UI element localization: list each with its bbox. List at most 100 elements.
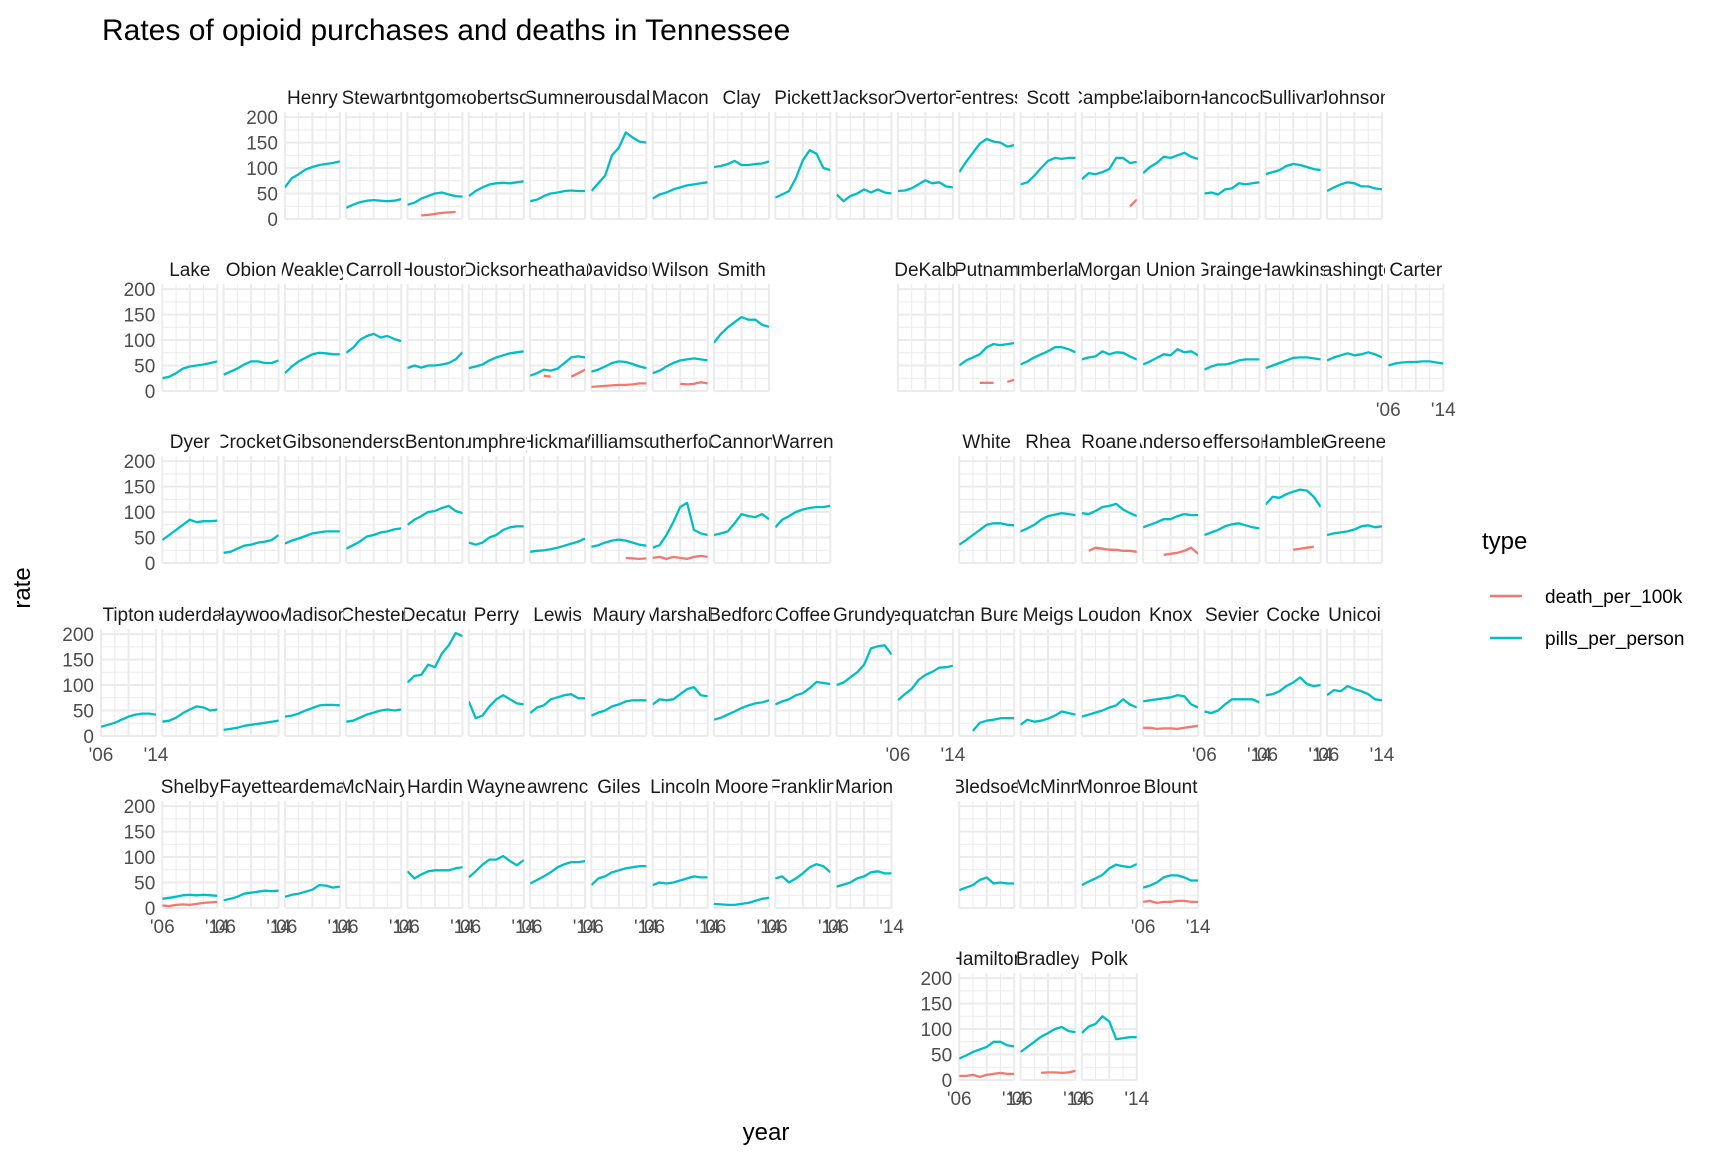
panel-monroe: Monroe: [1077, 777, 1141, 909]
y-tick-label: 50: [134, 529, 155, 550]
panel-grid: [283, 629, 341, 737]
series-line-pills-per-person: [407, 504, 463, 526]
strip-label: Chester: [340, 605, 407, 626]
panel-marion: Marion '06 '14: [824, 777, 904, 938]
series-line-pills-per-person: [1143, 874, 1199, 889]
series-line-pills-per-person: [836, 870, 892, 888]
panel-benton: Benton: [405, 432, 465, 564]
strip-label: Greene: [1323, 432, 1386, 453]
strip-label: Washington: [1305, 260, 1405, 281]
panel-mcnairy: McNairy '06 '14: [334, 777, 414, 938]
panel-chester: Chester: [340, 605, 407, 737]
y-tick-label: 150: [124, 823, 156, 844]
strip-label: Putnam: [954, 260, 1019, 281]
panel-grid: [713, 801, 770, 909]
strip-label: Jefferson: [1193, 432, 1271, 453]
panel-unicoi: Unicoi '06 '14: [1315, 605, 1395, 766]
panel-sevier: Sevier '06 '14: [1192, 605, 1272, 766]
panel-white: White: [958, 432, 1016, 564]
strip-label: Sevier: [1205, 605, 1260, 626]
strip-label: Clay: [722, 88, 761, 109]
x-tick-label: '14: [1308, 745, 1333, 766]
strip-label: Roane: [1081, 432, 1137, 453]
panel-hickman: Hickman: [527, 432, 588, 564]
x-tick-label: '14: [328, 917, 353, 938]
strip-label: Tipton: [102, 605, 154, 626]
series-line-pills-per-person: [591, 360, 647, 373]
panel-grid: [1019, 284, 1077, 392]
x-tick-label: '06: [395, 917, 420, 938]
panel-grid: [345, 112, 403, 220]
x-tick-label: '14: [1431, 400, 1456, 421]
y-tick-label: 150: [124, 478, 156, 499]
x-tick-label: '14: [1370, 745, 1395, 766]
series-line-death-per-100k: [680, 381, 708, 386]
panel-wilson: Wilson: [652, 260, 709, 392]
y-tick-label: 100: [124, 503, 156, 524]
strip-label: Blount: [1144, 777, 1199, 798]
legend-label: death_per_100k: [1545, 587, 1683, 608]
panel-grid: [406, 801, 464, 909]
y-tick-label: 50: [931, 1046, 952, 1067]
series-line-pills-per-person: [530, 189, 586, 203]
panel-jefferson: Jefferson: [1193, 432, 1271, 564]
panel-carroll: Carroll: [345, 260, 403, 392]
strip-label: McNairy: [339, 777, 409, 798]
legend-label: pills_per_person: [1545, 629, 1684, 650]
strip-label: Knox: [1149, 605, 1193, 626]
x-tick-label: '06: [518, 917, 543, 938]
panel-warren: Warren: [772, 432, 833, 564]
series-line-pills-per-person: [1143, 512, 1199, 529]
strip-label: Polk: [1091, 949, 1128, 970]
panel-grid: [161, 456, 219, 564]
strip-label: White: [962, 432, 1011, 453]
x-tick-label: '14: [818, 917, 843, 938]
strip-label: Hamilton: [949, 949, 1024, 970]
strip-label: Moore: [715, 777, 769, 798]
panel-grid: [1142, 284, 1200, 392]
x-tick-label: '06: [640, 917, 665, 938]
panel-grid: [161, 801, 219, 909]
x-tick-label: '14: [1186, 917, 1211, 938]
panel-montgomery: Montgomery: [382, 88, 488, 220]
strip-label: Wilson: [652, 260, 709, 281]
strip-label: Obion: [226, 260, 277, 281]
panel-lauderdale: Lauderdale: [159, 605, 220, 737]
panel-grid: [529, 801, 587, 909]
series-line-pills-per-person: [468, 350, 524, 370]
x-tick-label: '06: [150, 917, 175, 938]
panel-grid: [1080, 629, 1138, 737]
strip-label: Cannon: [708, 432, 775, 453]
panel-dyer: Dyer 0 50 100 150 200: [124, 432, 219, 575]
strip-label: Monroe: [1077, 777, 1141, 798]
x-tick-label: '06: [211, 917, 236, 938]
panel-grid: [1080, 284, 1138, 392]
panel-roane: Roane: [1080, 432, 1138, 564]
panel-grid: [896, 284, 954, 392]
panel-robertson: Robertson: [466, 88, 527, 220]
series-line-pills-per-person: [1327, 351, 1382, 362]
x-tick-label: '06: [1131, 917, 1156, 938]
panel-grid: [1264, 112, 1322, 220]
y-tick-label: 0: [145, 382, 156, 403]
panel-grid: [835, 112, 893, 220]
strip-label: Jackson: [829, 88, 899, 109]
y-tick-label: 200: [124, 797, 156, 818]
series-line-pills-per-person: [775, 863, 831, 884]
strip-label: Bedford: [708, 605, 775, 626]
panel-knox: Knox: [1142, 605, 1200, 737]
y-tick-label: 200: [920, 969, 952, 990]
series-line-death-per-100k: [959, 1071, 1015, 1079]
panel-grid: [651, 112, 709, 220]
panel-carter: Carter '06 '14: [1376, 260, 1456, 421]
x-tick-label: '14: [941, 745, 966, 766]
series-line-pills-per-person: [714, 699, 769, 721]
series-line-pills-per-person: [1081, 698, 1137, 718]
panel-bedford: Bedford: [708, 605, 775, 737]
panel-grid: [590, 112, 648, 220]
panel-sumner: Sumner: [527, 88, 588, 220]
panel-grid: [774, 801, 832, 909]
panel-obion: Obion: [222, 260, 280, 392]
strip-label: Montgomery: [382, 88, 488, 109]
x-tick-label: '06: [1069, 1089, 1094, 1110]
